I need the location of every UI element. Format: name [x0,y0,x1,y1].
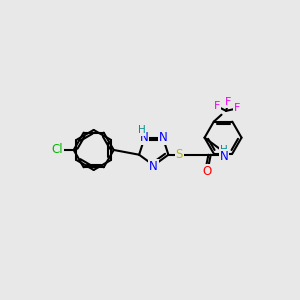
Text: F: F [214,101,220,111]
Text: H: H [138,125,146,135]
Text: F: F [234,103,240,113]
Text: N: N [220,150,228,163]
Text: O: O [203,165,212,178]
Text: Cl: Cl [52,143,63,157]
Text: H: H [220,145,228,155]
Text: F: F [224,97,231,106]
Text: N: N [149,160,158,172]
Text: N: N [140,131,148,144]
Text: S: S [176,148,183,161]
Text: N: N [159,131,168,144]
